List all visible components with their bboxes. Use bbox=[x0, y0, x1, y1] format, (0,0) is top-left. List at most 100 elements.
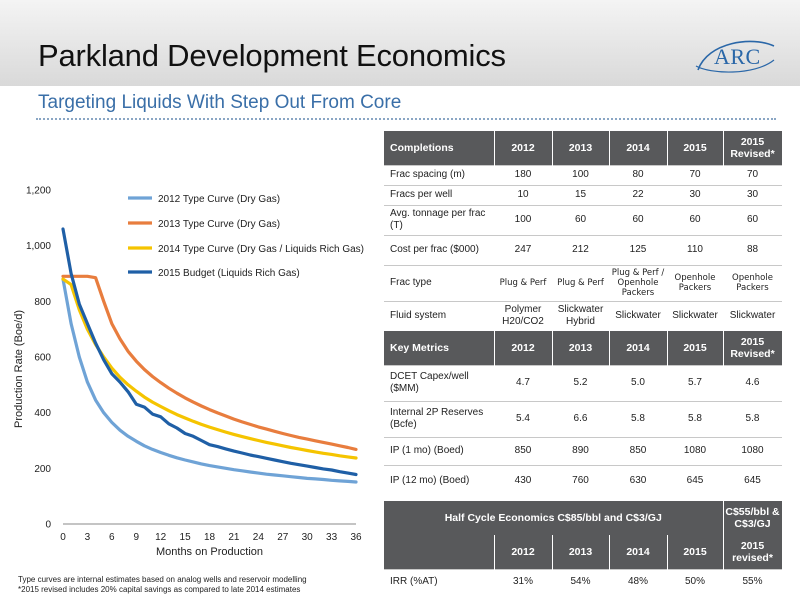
table-cell: 247 bbox=[494, 234, 552, 265]
y-tick-label: 600 bbox=[34, 353, 51, 364]
table-row: Fluid system Polymer H20/CO2 Slickwater Hy… bbox=[384, 300, 782, 331]
table-cell: 5.7 bbox=[667, 364, 723, 401]
row-label: Frac spacing (m) bbox=[384, 164, 494, 185]
economics-table: Completions 2012 2013 2014 2015 2015 Revised*… bbox=[384, 131, 783, 595]
header-cell: 2013 bbox=[552, 131, 610, 165]
header-cell: Completions bbox=[384, 131, 495, 165]
table-row: Frac spacing (m) 180 100 80 70 70 bbox=[384, 164, 782, 185]
table-cell: 30 bbox=[723, 184, 782, 205]
series-line-4 bbox=[61, 227, 358, 477]
table-cell: 125 bbox=[609, 234, 667, 265]
table-cell: 70 bbox=[667, 164, 723, 185]
table-cell: 645 bbox=[667, 464, 723, 497]
series-line-1 bbox=[61, 277, 358, 484]
table-cell: 760 bbox=[552, 464, 609, 497]
table-cell: 5.8 bbox=[667, 400, 723, 437]
table-row: Internal 2P Reserves (Bcfe) 5.4 6.6 5.8 5.8 5… bbox=[384, 400, 782, 437]
row-label: Internal 2P Reserves (Bcfe) bbox=[384, 400, 494, 437]
x-tick-label: 12 bbox=[155, 532, 167, 543]
table-cell: 5.8 bbox=[723, 400, 782, 437]
table-cell: Slickwater bbox=[609, 300, 667, 331]
row-label: IRR (%AT) bbox=[384, 568, 494, 595]
header-cell: 2015 bbox=[667, 331, 724, 365]
table-cell: Slickwater bbox=[723, 300, 782, 331]
x-axis-label: Months on Production bbox=[156, 546, 263, 558]
table-cell: Slickwater Hybrid bbox=[552, 300, 609, 331]
table-cell: 5.0 bbox=[609, 364, 667, 401]
table-cell: 6.6 bbox=[552, 400, 609, 437]
table-cell: Polymer H20/CO2 bbox=[494, 300, 552, 331]
legend-label-3: 2014 Type Curve (Dry Gas / Liquids Rich … bbox=[158, 244, 364, 255]
header-cell: Key Metrics bbox=[384, 331, 495, 365]
table-cell: 60 bbox=[552, 204, 609, 235]
irr-header: 2012 2013 2014 2015 2015 revised* bbox=[384, 535, 783, 569]
table-row: Cost per frac ($000) 247 212 125 110 88 bbox=[384, 234, 782, 265]
row-label: Fluid system bbox=[384, 300, 494, 331]
table-cell: 55% bbox=[723, 568, 782, 595]
table-cell: 60 bbox=[667, 204, 723, 235]
row-label: DCET Capex/well ($MM) bbox=[384, 364, 494, 401]
header-cell: 2015 bbox=[667, 535, 724, 569]
table-row: Avg. tonnage per frac (T) 100 60 60 60 60 bbox=[384, 204, 782, 235]
table-cell: 4.7 bbox=[494, 364, 552, 401]
table-row: DCET Capex/well ($MM) 4.7 5.2 5.0 5.7 4.6 bbox=[384, 364, 782, 401]
table-row: IRR (%AT) 31% 54% 48% 50% 55% bbox=[384, 568, 782, 595]
header-band bbox=[0, 0, 800, 86]
header-cell: 2012 bbox=[494, 331, 553, 365]
table-cell: 1080 bbox=[667, 436, 723, 465]
row-label: IP (1 mo) (Boed) bbox=[384, 436, 494, 465]
table-cell: 212 bbox=[552, 234, 609, 265]
table-cell: 31% bbox=[494, 568, 552, 595]
completions-header: Completions 2012 2013 2014 2015 2015 Revised* bbox=[384, 131, 783, 165]
table-cell: 54% bbox=[552, 568, 609, 595]
y-tick-label: 1,200 bbox=[26, 186, 51, 197]
table-cell: 30 bbox=[667, 184, 723, 205]
series-line-3 bbox=[61, 277, 358, 460]
header-cell: 2014 bbox=[609, 331, 668, 365]
row-label: Avg. tonnage per frac (T) bbox=[384, 204, 494, 235]
table-cell: 22 bbox=[609, 184, 667, 205]
page-title: Parkland Development Economics bbox=[38, 38, 506, 73]
x-tick-label: 15 bbox=[180, 532, 192, 543]
table-row: Fracs per well 10 15 22 30 30 bbox=[384, 184, 782, 205]
x-tick-label: 36 bbox=[350, 532, 362, 543]
row-label: IP (12 mo) (Boed) bbox=[384, 464, 494, 497]
x-tick-label: 21 bbox=[228, 532, 240, 543]
table-cell: 630 bbox=[609, 464, 667, 497]
table-cell: 15 bbox=[552, 184, 609, 205]
table-cell: 5.2 bbox=[552, 364, 609, 401]
header-cell: 2015 Revised* bbox=[723, 131, 783, 165]
x-tick-label: 33 bbox=[326, 532, 338, 543]
metrics-header: Key Metrics 2012 2013 2014 2015 2015 Revised* bbox=[384, 331, 783, 365]
half-cycle-label: Half Cycle Economics C$85/bbl and C$3/GJ bbox=[384, 501, 724, 535]
table-cell: 70 bbox=[723, 164, 782, 185]
header-cell: 2015 revised* bbox=[723, 535, 783, 569]
table-cell: Openhole Packers bbox=[667, 264, 723, 301]
table-cell: 890 bbox=[552, 436, 609, 465]
y-tick-label: 200 bbox=[34, 464, 51, 475]
x-tick-label: 24 bbox=[253, 532, 265, 543]
header-cell: 2015 bbox=[667, 131, 724, 165]
table-cell: 80 bbox=[609, 164, 667, 185]
table-row: Frac type Plug & Perf Plug & Perf Plug & Pe… bbox=[384, 264, 782, 301]
table-cell: 60 bbox=[609, 204, 667, 235]
y-axis-label: Production Rate (Boe/d) bbox=[13, 310, 25, 428]
table-cell: Plug & Perf / Openhole Packers bbox=[609, 264, 667, 301]
x-tick-label: 6 bbox=[109, 532, 115, 543]
row-label: Cost per frac ($000) bbox=[384, 234, 494, 265]
row-label: Fracs per well bbox=[384, 184, 494, 205]
header-cell: 2013 bbox=[552, 331, 610, 365]
table-cell: 5.8 bbox=[609, 400, 667, 437]
header-cell: 2013 bbox=[552, 535, 610, 569]
x-tick-label: 0 bbox=[60, 532, 66, 543]
x-tick-label: 18 bbox=[204, 532, 216, 543]
table-cell: 110 bbox=[667, 234, 723, 265]
table-cell: Slickwater bbox=[667, 300, 723, 331]
header-cell: 2014 bbox=[609, 131, 668, 165]
footnote-2: *2015 revised includes 20% capital savin… bbox=[18, 585, 301, 594]
row-label: Frac type bbox=[384, 264, 494, 301]
table-cell: 50% bbox=[667, 568, 723, 595]
legend-label-4: 2015 Budget (Liquids Rich Gas) bbox=[158, 268, 300, 279]
table-cell: 88 bbox=[723, 234, 782, 265]
half-cycle-header: Half Cycle Economics C$85/bbl and C$3/GJ… bbox=[384, 501, 783, 535]
